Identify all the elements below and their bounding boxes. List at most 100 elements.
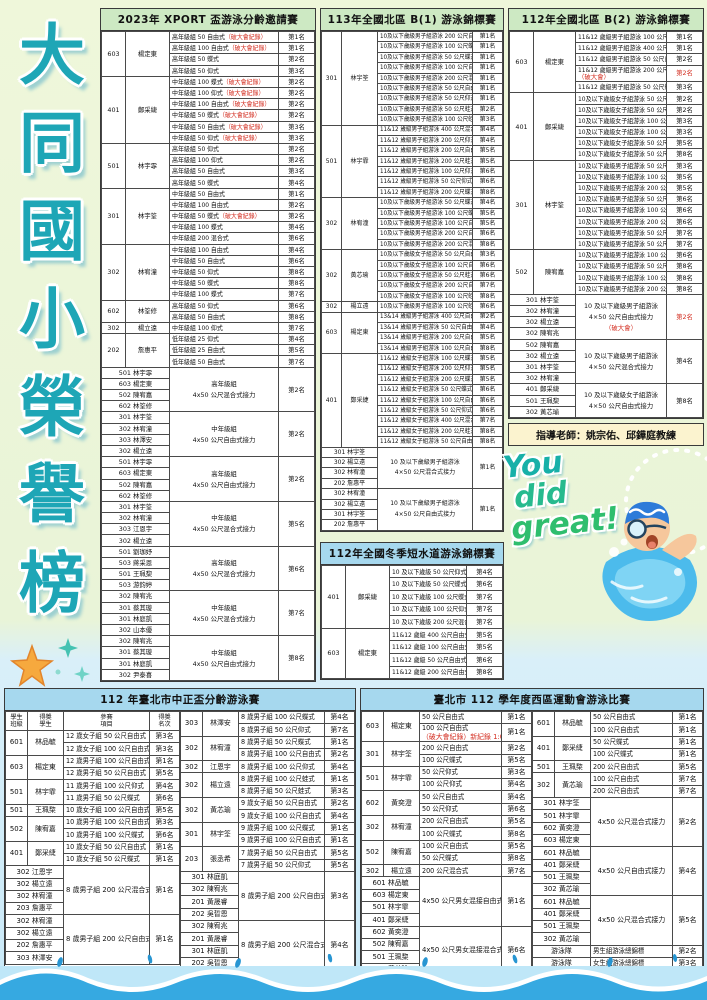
event-text: 10 歲女子組 50 公尺自由式 bbox=[66, 843, 147, 851]
event-cell: 10及以下歲級女子組游泳 50 公尺蛙式 bbox=[575, 148, 667, 161]
event-cell: 11&12 歲級男子組游泳 50 公尺蝶式 bbox=[575, 81, 667, 94]
event-text: 女生組游泳總錦標 bbox=[593, 959, 645, 968]
event-text: 50 公尺仰式 bbox=[422, 805, 458, 814]
event-text: 10及以下歲級女子組游泳 100 公尺蛙式 bbox=[380, 292, 473, 300]
event-text: 高年級組 100 自由式（破大會紀錄） bbox=[172, 44, 271, 53]
rank-cell: 第1名 bbox=[472, 51, 503, 64]
student-name-cell: 楊定東 bbox=[383, 710, 420, 743]
event-text: 10及以下歲級男子組游泳 200 公尺混合式 bbox=[380, 240, 472, 248]
rank-cell: 第7名 bbox=[666, 226, 703, 239]
event-cell: 100 公尺自由式 bbox=[419, 839, 502, 853]
event-cell: 11&12 歲級女子組游泳 200 公尺蛙式 bbox=[377, 425, 473, 438]
result-row: 302 黃芯瑜 9 歲女子組 50 公尺自由式 第2名 bbox=[180, 797, 355, 823]
event-cell: 13&14 歲級男子組游泳 400 公尺自由式 bbox=[377, 311, 473, 323]
result-row: 10及以下歲級男子組游泳 50 公尺蛙式第7名 bbox=[510, 237, 703, 251]
event-cell: 中年級組 100 自由式 bbox=[169, 243, 279, 256]
class-cell: 603 bbox=[5, 754, 28, 781]
event-text: 13&14 歲級男子組游泳 200 公尺自由式 bbox=[380, 334, 473, 342]
event-cell: 11 歲男子組 100 公尺仰式 bbox=[63, 779, 150, 793]
event-text: 9 歲男子組 100 公尺自由式 bbox=[241, 836, 322, 845]
event-cell: 13&14 歲級男子組游泳 100 公尺自由式 bbox=[377, 342, 473, 355]
student-name-cell: 陳宥嘉 bbox=[383, 839, 420, 866]
rank-cell: 第2名 bbox=[666, 92, 703, 105]
result-row: 8 歲男子組 50 公尺蛙式 第3名 bbox=[181, 784, 355, 799]
student-name-cell: 林品毓 bbox=[27, 730, 64, 756]
relay-row: 401 鄭采緁 bbox=[361, 913, 532, 927]
class-cell: 301 bbox=[361, 741, 384, 767]
relay-event-line: 4x50 公尺混合式接力 bbox=[192, 614, 256, 623]
event-cell: 11&12 歲級女子組游泳 50 公尺蝶式 bbox=[377, 384, 473, 396]
event-text: 10及以下歲級女子組游泳 50 公尺自由式 bbox=[578, 94, 666, 103]
class-cell: 603 bbox=[101, 31, 126, 77]
event-text: 中年級組 50 蝶式 bbox=[172, 279, 220, 288]
result-row: 中年級組 200 混合式 第6名 bbox=[102, 232, 315, 245]
event-text: 10 及以下歲級 100 公尺仰式 bbox=[392, 605, 467, 614]
event-cell: 11&12 歲級男子組游泳 200 公尺蛙式 bbox=[377, 155, 473, 168]
event-text: 11&12 歲級女子組游泳 50 公尺自由式 bbox=[380, 438, 473, 446]
event-cell: 10及以下歲級男子組游泳 200 公尺自由式 bbox=[575, 215, 667, 228]
result-row: 高年級組 50 自由式 第8名 bbox=[102, 310, 315, 323]
event-text: 11&12 歲級女子組游泳 200 公尺仰式 bbox=[380, 365, 473, 373]
class-cell: 502 bbox=[361, 839, 384, 866]
relay-member-cell: 503 蔣采恩 bbox=[101, 556, 170, 570]
event-text: 100 公尺蝶式 bbox=[422, 755, 462, 764]
relay-event-line: 4x50 公尺自由式接力 bbox=[192, 435, 256, 444]
result-row: 12 歲女子組 100 公尺自由式 第3名 bbox=[6, 742, 180, 756]
result-row: 601 林品毓 50 公尺自由式 第1名 bbox=[532, 710, 703, 737]
class-cell: 401 bbox=[532, 735, 555, 762]
student-name-cell: 林宇霏 bbox=[383, 765, 420, 792]
table-title: 113年全國北區 B(1) 游泳錦標賽 bbox=[321, 9, 503, 31]
event-cell: 10及以下歲級女子組游泳 50 公尺蛙式 bbox=[377, 269, 473, 282]
class-cell: 602 bbox=[101, 299, 126, 323]
rank-cell: 第2名 bbox=[278, 53, 315, 66]
rank-cell: 第7名 bbox=[466, 615, 503, 629]
relay-event-cell: 10 及以下歲級男子組游泳 4×50 公尺混合式接力 bbox=[575, 338, 667, 385]
event-cell: 10及以下歲級女子組游泳 100 公尺仰式 bbox=[575, 125, 667, 139]
result-row: 中年級組 100 仰式（破大會紀錄） 第2名 bbox=[102, 86, 315, 100]
relay-member-cell: 302 山本優 bbox=[101, 623, 170, 637]
result-row: 100 公尺自由式 第1名 bbox=[533, 723, 703, 737]
relay-event-line: 4x50 公尺自由式接力 bbox=[597, 867, 666, 876]
result-row: 601 林品毓 12 歲女子組 50 公尺自由式 第3名 bbox=[5, 729, 180, 756]
result-row: 203 張丞希 7 歲男子組 50 公尺自由式 第5名 bbox=[180, 846, 355, 872]
event-cell: 8 歲男子組 100 公尺自由式 bbox=[238, 747, 325, 762]
relay-event-line: 10 及以下歲級男子組游泳 bbox=[583, 351, 659, 360]
event-text: 11&12 歲級 200 公尺自由式 bbox=[392, 668, 467, 677]
swimmer-icon bbox=[602, 448, 707, 622]
class-cell: 302 bbox=[532, 772, 555, 799]
rank-cell: 第2名 bbox=[672, 944, 703, 958]
event-text: 10及以下歲級男子組游泳 50 公尺蝶式 bbox=[578, 195, 666, 204]
relay-member-cell: 601 林品毓 bbox=[532, 895, 591, 909]
relay-member-cell: 302 林宥潼 bbox=[101, 512, 170, 525]
header-row: 學生 班級 得獎 學生 參賽 項目 得獎 名次 bbox=[5, 711, 180, 731]
relay-row: 201 黃晟睿 bbox=[180, 895, 355, 909]
event-cell: 10及以下歲級女子組游泳 100 公尺自由式 bbox=[377, 259, 473, 272]
relay-member-cell: 301 林宇筌 bbox=[532, 797, 591, 811]
event-text: 10及以下歲級男子組游泳 200 公尺自由式 bbox=[578, 284, 667, 293]
relay-member-cell: 602 黃奕澄 bbox=[532, 821, 591, 835]
relay-event-cell: 8 歲男子組 200 公尺混合式接力 bbox=[238, 920, 325, 971]
event-cell: 8 歲男子組 100 公尺蛙式 bbox=[238, 772, 325, 786]
result-row: 11 歲男子組 50 公尺蝶式 第6名 bbox=[6, 791, 180, 805]
rank-cell: 第4名 bbox=[501, 778, 532, 792]
event-cell: 10及以下歲級男子組游泳 100 公尺蝶式 bbox=[377, 207, 473, 220]
event-text: 10及以下歲級男子組游泳 50 公尺自由式 bbox=[578, 262, 666, 271]
relay-row: 501 林宇霏 bbox=[532, 809, 703, 823]
event-text: 10及以下歲級男子組游泳 100 公尺蛙式 bbox=[380, 303, 473, 311]
rank-cell: 第3名 bbox=[324, 870, 355, 922]
relay-member-cell: 501 王珮棃 bbox=[532, 870, 591, 885]
event-cell: 100 公尺自由式 bbox=[590, 723, 673, 737]
rank-cell: 第1名 bbox=[672, 710, 703, 725]
relay-event-line: 4x50 公尺男女混接混合式 bbox=[422, 946, 502, 955]
title-char: 榜 bbox=[19, 545, 85, 622]
relay-row: 603 楊定東 bbox=[532, 833, 703, 848]
event-cell: 7 歲男子組 50 公尺自由式 bbox=[238, 846, 325, 860]
relay-event-cell: 高年級組 4x50 公尺混合式接力 bbox=[169, 366, 279, 413]
relay-member-cell: 302 楊立遠 bbox=[509, 349, 576, 362]
coach-note-bar: 指導老師：姚宗佑、邱鏵庭教練 bbox=[508, 422, 704, 446]
rank-cell: 第8名 bbox=[278, 265, 315, 279]
result-row: 100 公尺蝶式 第5名 bbox=[362, 753, 532, 767]
rank-cell: 第1名 bbox=[501, 710, 532, 725]
event-cell: 10及以下歲級男子組游泳 200 公尺混合式 bbox=[377, 72, 473, 84]
